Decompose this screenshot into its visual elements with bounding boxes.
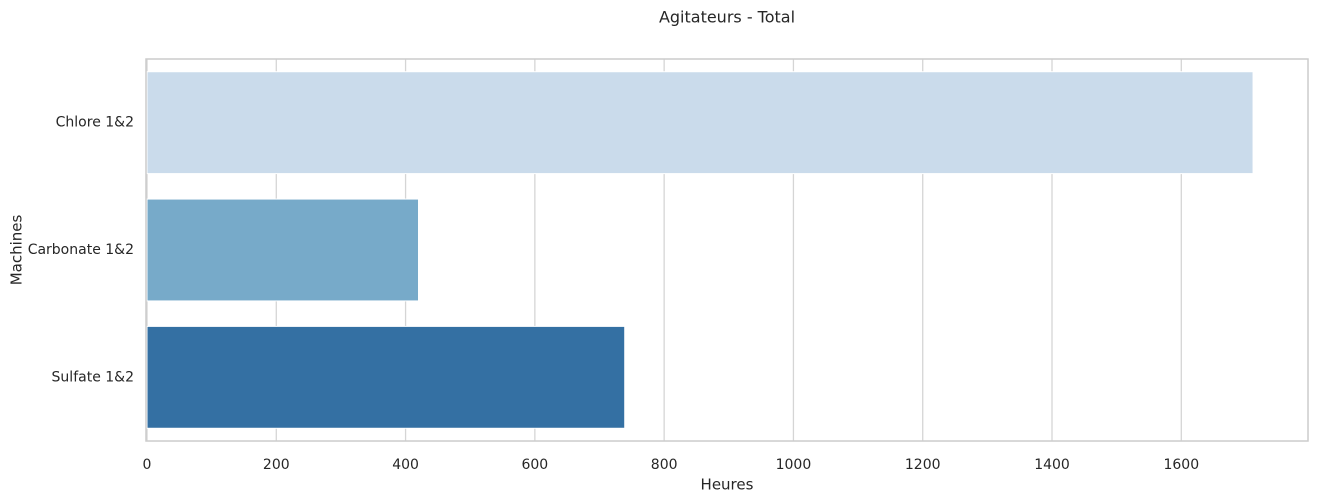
- y-axis-label: Machines: [8, 215, 26, 286]
- chart-title: Agitateurs - Total: [659, 8, 795, 27]
- x-tick-label: 1200: [905, 457, 941, 473]
- x-tick-label: 1600: [1163, 457, 1199, 473]
- x-tick-label: 600: [521, 457, 548, 473]
- x-tick-label: 0: [143, 457, 152, 473]
- bar: [146, 198, 420, 302]
- x-tick-label: 800: [651, 457, 678, 473]
- bar: [146, 325, 626, 429]
- x-tick-label: 400: [392, 457, 419, 473]
- y-tick-label: Carbonate 1&2: [28, 242, 134, 258]
- y-tick-label: Sulfate 1&2: [52, 369, 134, 385]
- x-tick-label: 1000: [776, 457, 812, 473]
- plot-frame: [145, 58, 1309, 442]
- x-tick-label: 1400: [1034, 457, 1070, 473]
- x-tick-label: 200: [263, 457, 290, 473]
- x-axis-label: Heures: [701, 476, 754, 494]
- y-tick-label: Chlore 1&2: [56, 115, 134, 131]
- bar: [146, 71, 1254, 175]
